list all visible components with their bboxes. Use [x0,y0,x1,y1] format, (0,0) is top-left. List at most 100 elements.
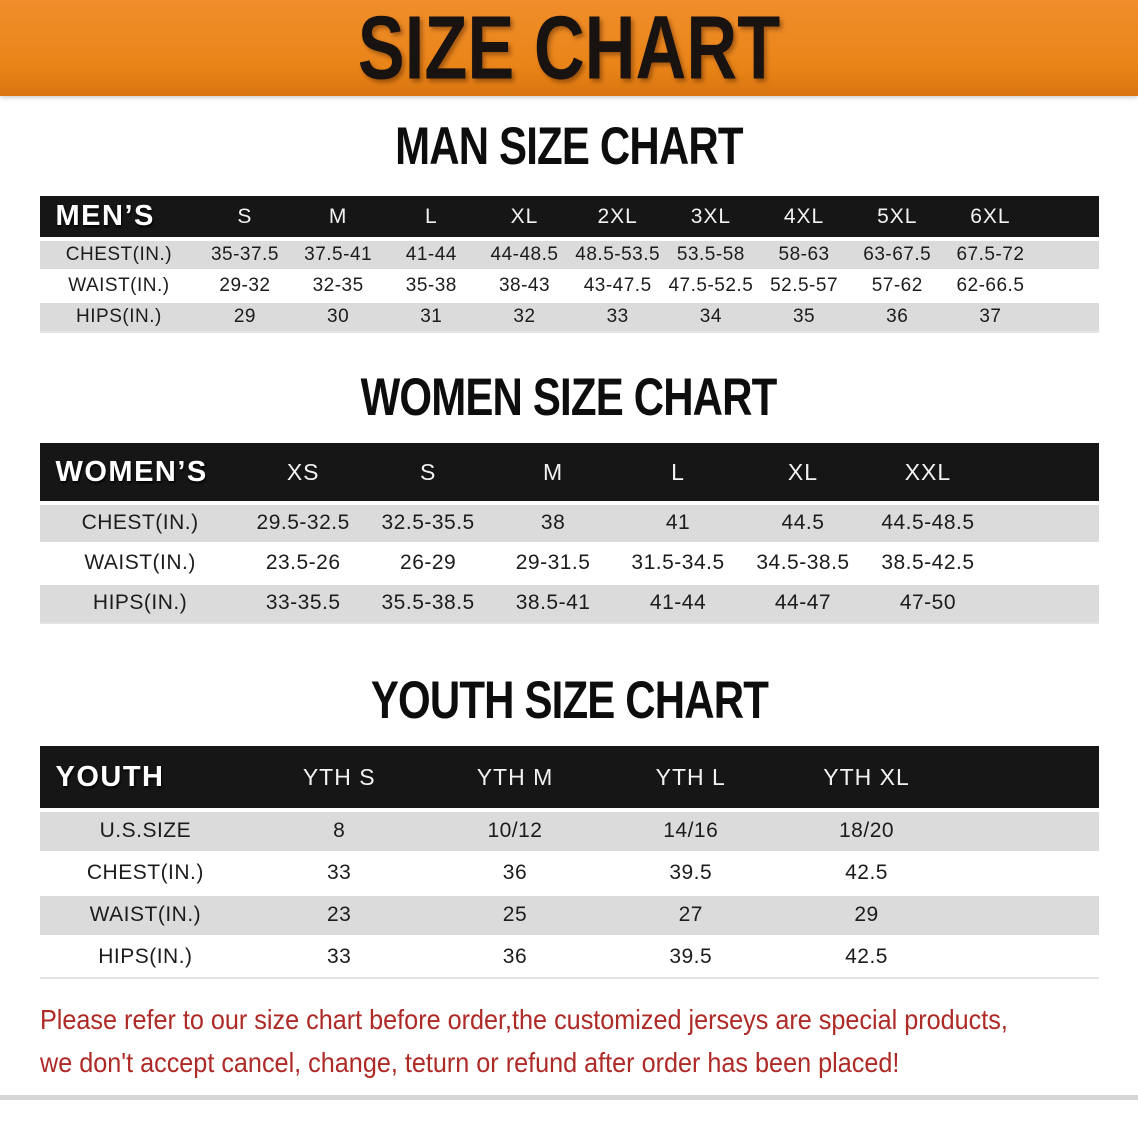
notice-line-1-text: Please refer to our size chart before or… [40,1004,1008,1035]
size-value-cell: 39.5 [669,945,713,969]
spacer-cell [954,810,1098,852]
size-value-cell: 27 [678,903,703,926]
table-row: CHEST(IN.) 33 36 39.5 42.5 [39,852,1099,894]
size-value-cell: 38 [540,511,566,535]
size-column-header: YTH XL [823,763,910,790]
row-label-cell: CHEST(IN.) [86,861,204,884]
size-value-cell: 43-47.5 [583,274,652,296]
size-value-cell: 18/20 [839,819,895,843]
table-title-cell: YOUTH [55,760,165,793]
women-size-section: WOMEN SIZE CHART WOMEN’S XS S M L XL XXL CHEST(… [0,367,1138,624]
size-value-cell: 41-44 [649,591,707,615]
women-size-heading-text: WOMEN SIZE CHART [361,367,778,427]
size-value-cell: 34.5-38.5 [756,551,850,574]
row-label-cell: WAIST(IN.) [89,903,202,926]
size-value-cell: 33 [606,305,629,327]
size-value-cell: 29 [854,903,879,926]
order-notice: Please refer to our size chart before or… [0,1001,1138,1087]
spacer-cell [1037,239,1098,270]
size-value-cell: 35.5-38.5 [381,591,475,615]
table-row: WAIST(IN.) 23 25 27 29 [39,894,1099,936]
size-value-cell: 58-63 [778,243,830,265]
size-value-cell: 36 [502,945,528,969]
size-value-cell: 33 [327,861,352,884]
size-column-header: XXL [904,458,952,485]
size-value-cell: 26-29 [400,551,457,574]
size-value-cell: 47-50 [899,591,957,615]
size-value-cell: 44.5-48.5 [881,511,975,535]
size-value-cell: 23 [327,903,352,926]
spacer-cell [954,852,1098,894]
size-value-cell: 36 [886,305,909,327]
spacer-cell [990,503,1098,543]
size-value-cell: 34 [699,305,722,327]
table-row: CHEST(IN.) 29.5-32.5 32.5-35.5 38 41 44.5 44.5… [39,503,1099,543]
table-row: HIPS(IN.) 29 30 31 32 33 34 35 36 37 [39,301,1099,332]
size-value-cell: 41-44 [405,243,457,265]
size-value-cell: 41 [665,511,691,535]
size-value-cell: 38.5-41 [515,591,591,615]
size-value-cell: 35 [792,305,816,327]
notice-line-2: we don't accept cancel, change, teturn o… [40,1044,1138,1087]
size-value-cell: 25 [502,903,528,926]
size-value-cell: 38.5-42.5 [881,551,975,574]
size-value-cell: 33-35.5 [265,591,341,615]
size-value-cell: 44.5 [781,511,825,535]
size-value-cell: 44-47 [774,591,832,615]
row-label-cell: WAIST(IN.) [84,551,196,574]
size-column-header: L [671,458,685,485]
youth-size-heading-text: YOUTH SIZE CHART [370,670,768,730]
spacer-cell [990,543,1098,583]
table-row: WAIST(IN.) 29-32 32-35 35-38 38-43 43-47.5 47.… [39,270,1099,301]
table-row: HIPS(IN.) 33 36 39.5 42.5 [39,936,1099,978]
table-row: WAIST(IN.) 23.5-26 26-29 29-31.5 31.5-34.5 34… [39,543,1099,583]
size-column-header: 6XL [970,204,1011,228]
size-value-cell: 67.5-72 [956,243,1025,265]
table-header-row: WOMEN’S XS S M L XL XXL [39,443,1099,503]
notice-line-2-text: we don't accept cancel, change, teturn o… [40,1047,900,1078]
row-label-cell: HIPS(IN.) [76,305,162,327]
size-column-header: M [543,458,564,485]
size-value-cell: 42.5 [845,945,888,969]
spacer-cell [990,443,1098,503]
size-column-header: S [237,204,253,228]
bottom-divider [0,1095,1138,1100]
size-column-header: XL [787,458,819,485]
size-column-header: L [424,204,438,228]
table-row: CHEST(IN.) 35-37.5 37.5-41 41-44 44-48.5 48.5… [39,239,1099,270]
size-column-header: YTH L [655,763,726,790]
row-label-cell: CHEST(IN.) [65,243,173,265]
size-value-cell: 31 [420,305,443,327]
size-value-cell: 32 [513,305,536,327]
size-column-header: XL [510,204,539,228]
size-value-cell: 48.5-53.5 [575,243,661,265]
size-value-cell: 23.5-26 [265,551,341,574]
size-value-cell: 38-43 [498,274,551,296]
size-value-cell: 44-48.5 [490,243,559,265]
size-value-cell: 57-62 [871,274,923,296]
size-value-cell: 37 [979,305,1002,327]
size-value-cell: 33 [327,945,352,969]
size-value-cell: 8 [333,819,346,843]
size-value-cell: 29-32 [219,274,271,296]
size-value-cell: 47.5-52.5 [668,274,754,296]
spacer-cell [954,746,1098,810]
notice-line-1: Please refer to our size chart before or… [40,1001,1138,1044]
size-value-cell: 32-35 [312,274,364,296]
row-label-cell: HIPS(IN.) [98,945,193,969]
row-label-cell: CHEST(IN.) [81,511,199,535]
size-column-header: 2XL [597,204,638,228]
men-size-table: MEN’S S M L XL 2XL 3XL 4XL 5XL 6XL CHEST(IN.) 35-37… [39,196,1099,333]
size-value-cell: 63-67.5 [863,243,932,265]
spacer-cell [990,583,1098,623]
size-value-cell: 36 [502,861,528,884]
youth-size-section: YOUTH SIZE CHART YOUTH YTH S YTH M YTH L YTH… [0,670,1138,979]
size-value-cell: 42.5 [845,861,888,884]
table-title-cell: WOMEN’S [55,455,208,488]
youth-size-heading: YOUTH SIZE CHART [0,670,1138,730]
table-header-row: YOUTH YTH S YTH M YTH L YTH XL [39,746,1099,810]
table-row: U.S.SIZE 8 10/12 14/16 18/20 [39,810,1099,852]
women-size-heading: WOMEN SIZE CHART [0,367,1138,427]
women-size-table: WOMEN’S XS S M L XL XXL CHEST(IN.) 29.5-32.5 32.5… [39,443,1099,624]
